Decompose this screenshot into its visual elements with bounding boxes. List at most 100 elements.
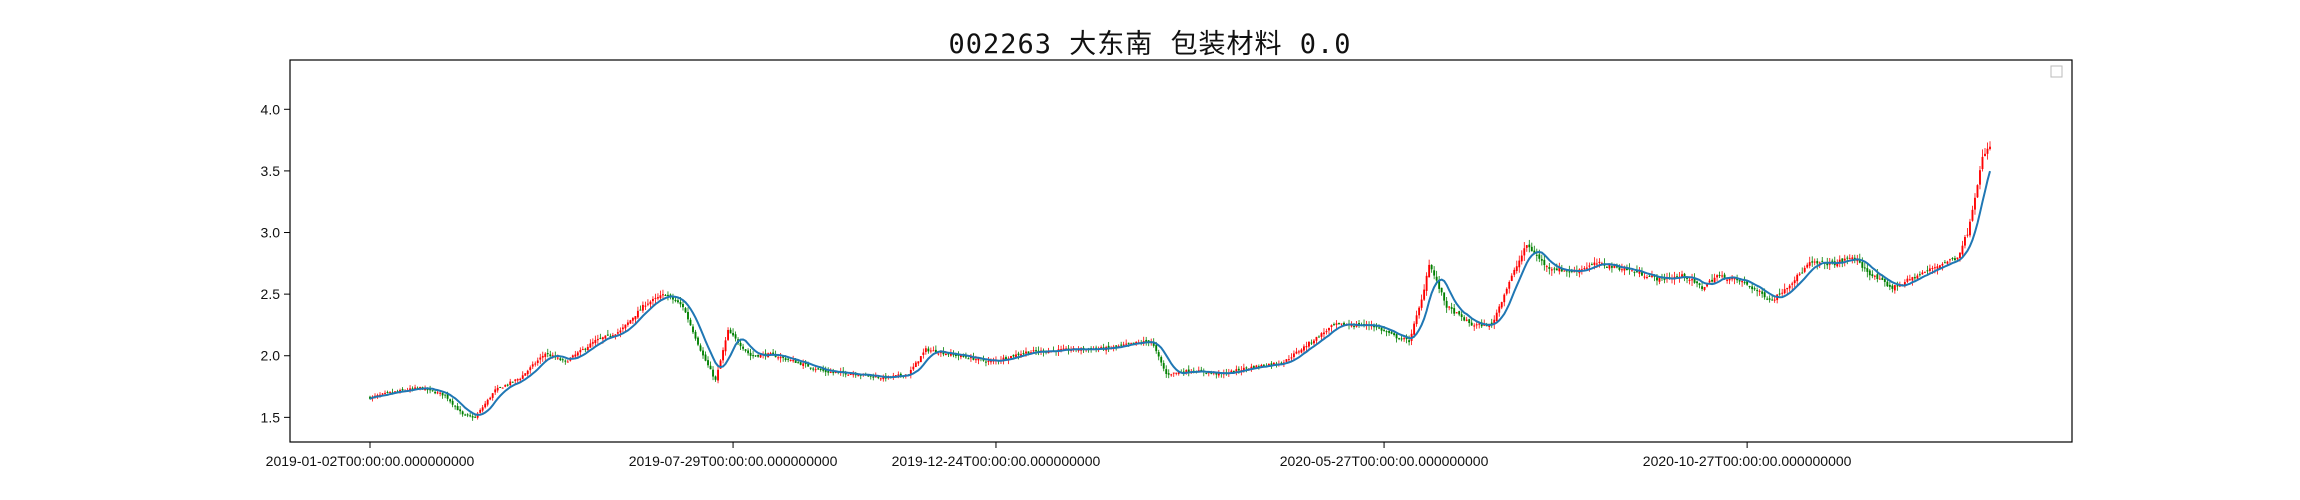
candle-up (1703, 287, 1706, 290)
candle-down (1633, 271, 1636, 273)
candle-down (739, 342, 742, 347)
candle-down (692, 326, 694, 333)
candle-up (486, 399, 489, 405)
candle-up (1305, 346, 1308, 348)
candle-down (466, 414, 469, 416)
candle-up (1423, 289, 1426, 300)
candle-down (1435, 276, 1438, 281)
candle-up (1060, 349, 1063, 351)
candle-up (619, 330, 622, 333)
chart-title: 002263 大东南 包装材料 0.0 (948, 29, 1352, 60)
candle-up (939, 351, 942, 354)
candle-up (769, 353, 772, 355)
candle-up (659, 295, 662, 299)
candle-down (1883, 279, 1886, 282)
candle-down (1954, 258, 1956, 261)
candle-down (1605, 266, 1608, 268)
candle-down (1648, 275, 1651, 277)
candle-down (1318, 336, 1320, 338)
candle-up (1325, 331, 1328, 333)
candle-up (1518, 260, 1521, 268)
candle-down (1167, 373, 1170, 375)
candle-up (514, 379, 517, 381)
candle-up (1593, 262, 1596, 265)
candle-up (1025, 351, 1027, 354)
candle-up (829, 371, 832, 373)
candle-down (694, 331, 697, 339)
candle-down (1560, 268, 1563, 272)
candle-up (1478, 323, 1481, 325)
candle-up (381, 393, 384, 395)
ma-line (369, 170, 1991, 416)
candle-down (797, 362, 800, 364)
candle-up (1505, 288, 1508, 294)
candle-down (704, 354, 707, 361)
candle-up (524, 373, 527, 376)
candle-up (1583, 268, 1586, 270)
candle-down (1398, 338, 1401, 340)
candle-up (1573, 271, 1576, 273)
candle-up (1638, 271, 1641, 274)
candle-down (1866, 268, 1869, 272)
candle-up (1788, 285, 1791, 289)
candle-down (702, 350, 704, 356)
candle-up (1558, 267, 1561, 272)
candle-up (1260, 364, 1263, 367)
candle-up (937, 353, 940, 355)
candle-up (1843, 258, 1846, 261)
candle-down (1035, 350, 1037, 352)
candle-down (429, 389, 432, 391)
candle-down (854, 374, 857, 376)
candle-up (722, 350, 724, 361)
candle-up (1681, 274, 1683, 277)
candle-up (586, 346, 589, 351)
candle-up (1646, 277, 1648, 279)
candle-up (596, 338, 599, 341)
candle-up (1493, 319, 1496, 325)
candle-down (559, 358, 562, 361)
candle-up (1510, 275, 1513, 281)
candle-down (1831, 260, 1834, 262)
candle-up (646, 303, 649, 305)
candle-down (1200, 369, 1203, 372)
candle-up (1808, 262, 1811, 266)
candle-up (1623, 268, 1626, 271)
candle-up (1170, 374, 1173, 376)
x-tick-label: 2019-07-29T00:00:00.000000000 (629, 453, 838, 469)
candle-up (1242, 367, 1245, 371)
candle-down (546, 353, 549, 355)
candle-up (912, 366, 915, 370)
candle-down (1913, 277, 1916, 279)
candle-down (506, 384, 509, 386)
candle-up (1448, 306, 1451, 308)
candle-up (501, 387, 504, 389)
candle-down (1438, 280, 1441, 289)
candle-up (814, 369, 817, 371)
candle-down (1232, 370, 1235, 373)
candle-down (1811, 261, 1814, 263)
y-tick-label: 2.5 (261, 286, 281, 302)
candle-up (589, 343, 592, 348)
candle-up (1878, 278, 1881, 280)
candle-down (584, 348, 587, 350)
candle-down (684, 308, 687, 313)
candle-down (1918, 274, 1921, 276)
candles (369, 141, 1991, 421)
candle-down (1841, 258, 1844, 262)
candle-down (964, 356, 967, 358)
y-tick-label: 3.5 (261, 163, 281, 179)
candle-down (1443, 292, 1446, 301)
candle-up (626, 322, 629, 325)
candle-up (1781, 292, 1784, 294)
candle-up (1873, 275, 1876, 277)
candle-down (712, 369, 714, 377)
candle-up (1588, 265, 1591, 267)
candle-down (1530, 246, 1533, 252)
candle-up (977, 358, 980, 361)
candle-up (1796, 274, 1799, 282)
candle-down (609, 335, 612, 337)
candle-up (789, 359, 792, 361)
candle-down (1891, 285, 1894, 289)
candle-up (1798, 273, 1801, 275)
candle-down (957, 354, 960, 356)
